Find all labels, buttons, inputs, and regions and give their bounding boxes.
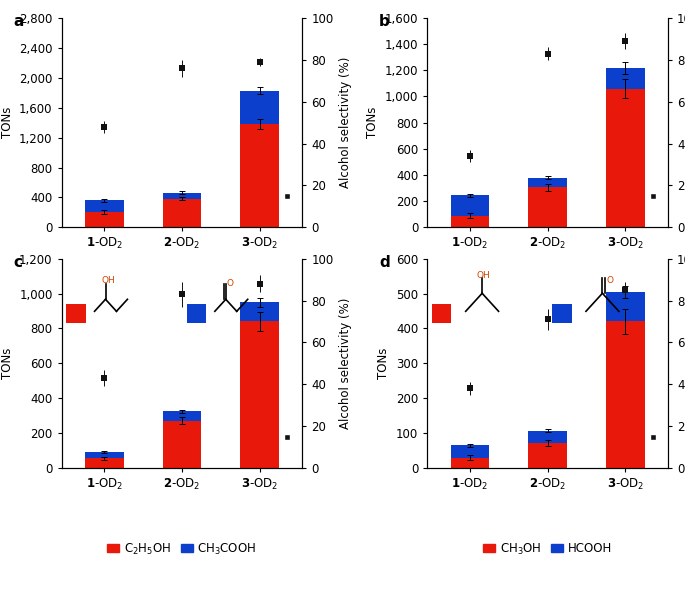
Text: O: O <box>227 278 234 287</box>
Text: c: c <box>14 254 23 269</box>
Bar <box>240 124 279 227</box>
Bar <box>528 443 567 468</box>
Legend:   <box>281 428 297 446</box>
Text: O: O <box>607 275 614 284</box>
Bar <box>528 178 567 187</box>
Bar <box>528 431 567 443</box>
Bar <box>162 412 201 421</box>
Bar <box>606 89 645 227</box>
Bar <box>451 195 489 215</box>
Y-axis label: TONs: TONs <box>366 107 379 139</box>
Bar <box>162 199 201 227</box>
Bar <box>240 91 279 124</box>
Bar <box>240 322 279 468</box>
Bar <box>162 421 201 468</box>
Legend:   <box>646 428 663 446</box>
Bar <box>606 68 645 89</box>
Bar <box>240 302 279 322</box>
Bar <box>606 322 645 468</box>
Bar <box>85 458 124 468</box>
Bar <box>162 193 201 199</box>
Text: d: d <box>379 254 390 269</box>
Bar <box>451 458 489 468</box>
Bar <box>451 215 489 227</box>
Bar <box>85 212 124 227</box>
Legend:   <box>646 188 663 206</box>
Text: OH: OH <box>477 271 490 280</box>
Y-axis label: Alcohol selectivity (%): Alcohol selectivity (%) <box>339 298 352 429</box>
Bar <box>528 187 567 227</box>
Y-axis label: TONs: TONs <box>377 347 390 379</box>
Text: a: a <box>14 14 24 29</box>
Legend:   <box>281 188 297 206</box>
Bar <box>85 200 124 212</box>
Bar <box>606 292 645 322</box>
Y-axis label: TONs: TONs <box>1 347 14 379</box>
Legend: C$_2$H$_5$OH, CH$_3$COOH: C$_2$H$_5$OH, CH$_3$COOH <box>103 536 261 561</box>
Y-axis label: TONs: TONs <box>1 107 14 139</box>
Legend: CH$_3$OH, HCOOH: CH$_3$OH, HCOOH <box>479 536 616 561</box>
Y-axis label: Alcohol selectivity (%): Alcohol selectivity (%) <box>339 57 352 188</box>
Text: OH: OH <box>101 275 115 284</box>
Bar <box>451 445 489 458</box>
Bar <box>85 452 124 458</box>
Text: b: b <box>379 14 390 29</box>
